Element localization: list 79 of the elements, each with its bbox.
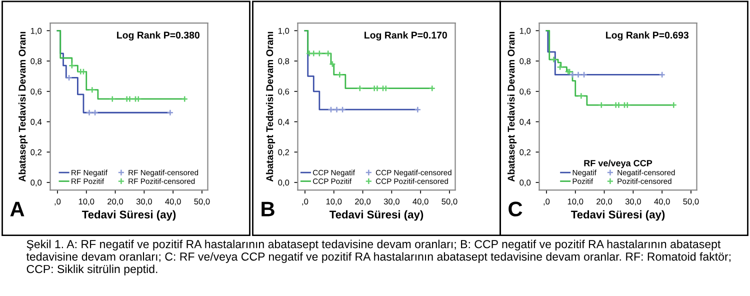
y-tick-label: 1,0 xyxy=(278,28,290,35)
text: A xyxy=(10,202,24,216)
x-tick-label: ,0 xyxy=(54,198,61,206)
point xyxy=(328,106,334,113)
text: C xyxy=(508,202,522,216)
y-tick-label: 0,8 xyxy=(520,58,531,66)
point xyxy=(329,60,336,68)
text: Şekil 1. A: RF negatif ve pozitif RA hastalarının abatasept tedavisine devam oranları; B: CCP negatif ve pozitif RA hastalarının abatasept tedavisine devam oranları; C: RF ve/veya CCP negatif ve pozitif RA hastalarının abatasept tedavisine devam oranlar. RF: Romatoid faktör; CCP: Siklik sitrülin peptid. xyxy=(26,240,730,276)
y-axis-title: Abatasept Tedavisi Devam Oranı xyxy=(507,32,517,182)
y-tick-label: 1,0 xyxy=(30,28,42,35)
y-axis-title: Abatasept Tedavisi Devam Oranı xyxy=(266,32,276,182)
point xyxy=(86,109,93,116)
point xyxy=(88,86,96,94)
annotation: Log Rank P=0.380 xyxy=(117,31,200,41)
point xyxy=(580,71,588,78)
y-tick-label: 0,0 xyxy=(520,180,531,187)
x-tick-label: 10,0 xyxy=(78,198,94,206)
point xyxy=(356,84,364,92)
x-tick-label: ,0 xyxy=(544,198,550,206)
x-tick-label: 30,0 xyxy=(625,198,641,206)
x-tick-label: 30,0 xyxy=(136,198,152,206)
point xyxy=(181,96,188,102)
point xyxy=(108,96,116,102)
y-tick-label: 0,4 xyxy=(520,118,531,126)
y-tick-label: 0,4 xyxy=(30,118,42,126)
point xyxy=(658,71,666,78)
x-tick-label: 20,0 xyxy=(355,198,371,206)
annotation: Log Rank P=0.170 xyxy=(364,31,447,41)
point xyxy=(556,64,564,71)
point xyxy=(324,50,332,57)
x-tick-label: 10,0 xyxy=(568,198,584,206)
point xyxy=(670,102,678,108)
y-tick-label: 0,0 xyxy=(278,180,290,187)
point xyxy=(132,96,139,102)
x-tick-label: 20,0 xyxy=(596,198,612,206)
y-tick-label: 0,0 xyxy=(30,180,42,187)
x-tick-label: 30,0 xyxy=(384,198,400,206)
y-tick-label: 0,4 xyxy=(278,118,290,126)
x-axis-title: Tedavi Süresi (ay) xyxy=(570,210,665,221)
point xyxy=(550,56,558,63)
point xyxy=(166,109,174,116)
point xyxy=(578,92,585,100)
point xyxy=(333,106,340,113)
y-tick-label: 0,8 xyxy=(30,58,42,66)
y-tick-label: 0,6 xyxy=(30,88,42,96)
x-tick-label: 40,0 xyxy=(412,198,428,206)
point xyxy=(598,102,605,108)
point xyxy=(428,84,436,92)
x-axis-title: Tedavi Süresi (ay) xyxy=(329,210,424,221)
x-tick-label: 20,0 xyxy=(108,198,124,206)
x-tick-label: 40,0 xyxy=(654,198,670,206)
point xyxy=(574,71,582,78)
point xyxy=(414,106,422,113)
point xyxy=(339,106,346,113)
x-tick-label: ,0 xyxy=(302,198,308,206)
point xyxy=(336,71,344,78)
annotation: Log Rank P=0.693 xyxy=(606,31,689,41)
point xyxy=(66,74,72,82)
point xyxy=(316,50,323,57)
x-tick-label: 40,0 xyxy=(165,198,181,206)
x-tick-label: 50,0 xyxy=(442,198,458,206)
y-tick-label: 1,0 xyxy=(520,28,531,35)
x-axis-title: Tedavi Süresi (ay) xyxy=(82,210,176,221)
y-tick-label: 0,8 xyxy=(278,58,290,66)
point xyxy=(621,102,628,108)
x-tick-label: 50,0 xyxy=(683,198,699,206)
y-tick-label: 0,2 xyxy=(278,149,289,156)
text: B xyxy=(262,202,274,216)
point xyxy=(92,109,98,116)
legend-title: RF ve/veya CCP xyxy=(584,160,652,168)
point xyxy=(68,62,76,69)
y-axis-title: Abatasept Tedavisi Devam Oranı xyxy=(18,32,28,182)
y-tick-label: 0,6 xyxy=(278,88,290,96)
y-tick-label: 0,6 xyxy=(520,88,531,96)
y-tick-label: 0,2 xyxy=(30,149,42,156)
x-tick-label: 50,0 xyxy=(194,198,210,206)
x-tick-label: 10,0 xyxy=(326,198,342,206)
point xyxy=(569,71,576,78)
y-tick-label: 0,2 xyxy=(520,149,530,156)
